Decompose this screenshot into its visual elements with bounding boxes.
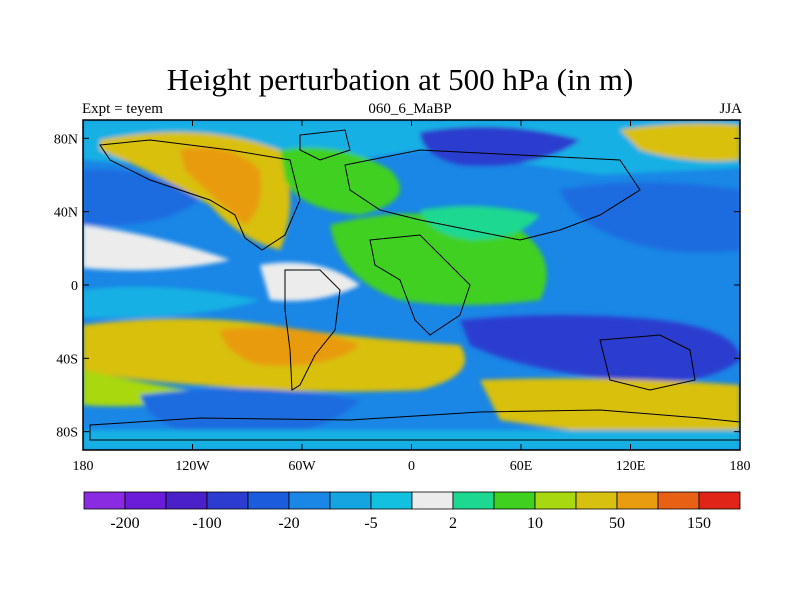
colorbar-swatch [83,491,126,510]
colorbar-swatch [616,491,659,510]
y-tick-label: 40N [54,206,78,221]
colorbar-swatch [534,491,577,510]
field-region-southern-low-west [140,388,360,440]
field-region-npacific-white [83,225,230,271]
coastline-africa [369,234,471,336]
colorbar-swatch [329,491,372,510]
season-label: JJA [719,101,742,117]
y-axis: 80N 40N 0 40S 80S [54,132,740,441]
y-tick-label: 0 [71,279,78,294]
colorbar-swatch [288,491,331,510]
x-tick-label: 180 [730,459,751,474]
coastline-antarctica [89,409,740,441]
coastline-greenland [299,129,351,161]
colorbar-swatch [493,491,536,510]
plot-title: Height perturbation at 500 hPa (in m) [166,62,634,97]
colorbar-label: -200 [110,515,139,532]
field-region-arctic-yellow [620,123,740,162]
field-region-asia-blue [560,182,740,253]
field-region-atlantic-green [280,147,400,215]
colorbar-swatch [247,491,290,510]
height-field [83,120,740,450]
x-tick-label: 60W [288,459,316,474]
colorbar-label: -20 [278,515,299,532]
colorbar-swatch [206,491,249,510]
coastline-south-america [284,269,341,391]
colorbar-label: 2 [449,515,457,532]
colorbar-swatch [165,491,208,510]
x-tick-label: 60E [510,459,533,474]
coastline-north-america [99,139,301,251]
x-tick-label: 120W [175,459,210,474]
experiment-label: Expt = teyem [82,101,163,117]
field-region-npacific-blue [83,169,200,226]
y-tick-label: 80S [56,426,78,441]
colorbar-label: 150 [687,515,711,532]
coastline-australia [599,334,696,391]
field-region-tropics-teal [420,206,540,240]
colorbar-label: -100 [192,515,221,532]
period-label: 060_6_MaBP [368,101,452,117]
x-tick-label: 0 [408,459,415,474]
field-region-antarctic-yellow [480,378,740,440]
x-tick-label: 120E [616,459,646,474]
x-tick-label: 180 [73,459,94,474]
colorbar-swatch [370,491,413,510]
coastlines [89,129,740,441]
colorbar-swatch [575,491,618,510]
field-region-namerica-core [180,147,261,225]
x-axis: 180 120W 60W 0 60E 120E 180 [73,120,751,474]
field-region-tropical-pacific [83,286,260,319]
colorbar-swatch [698,491,741,510]
field-region-southern-low-east [460,315,740,383]
colorbar-swatch [657,491,700,510]
coastline-eurasia [344,149,641,241]
colorbar-swatch [411,491,454,510]
colorbar-swatch [124,491,167,510]
colorbar-label: 10 [527,515,543,532]
colorbar: -200 -100 -20 -5 2 10 50 150 [83,491,741,532]
colorbar-label: -5 [364,515,377,532]
y-tick-label: 80N [54,132,78,147]
colorbar-label: 50 [609,515,625,532]
y-tick-label: 40S [56,352,78,367]
colorbar-swatch [452,491,495,510]
